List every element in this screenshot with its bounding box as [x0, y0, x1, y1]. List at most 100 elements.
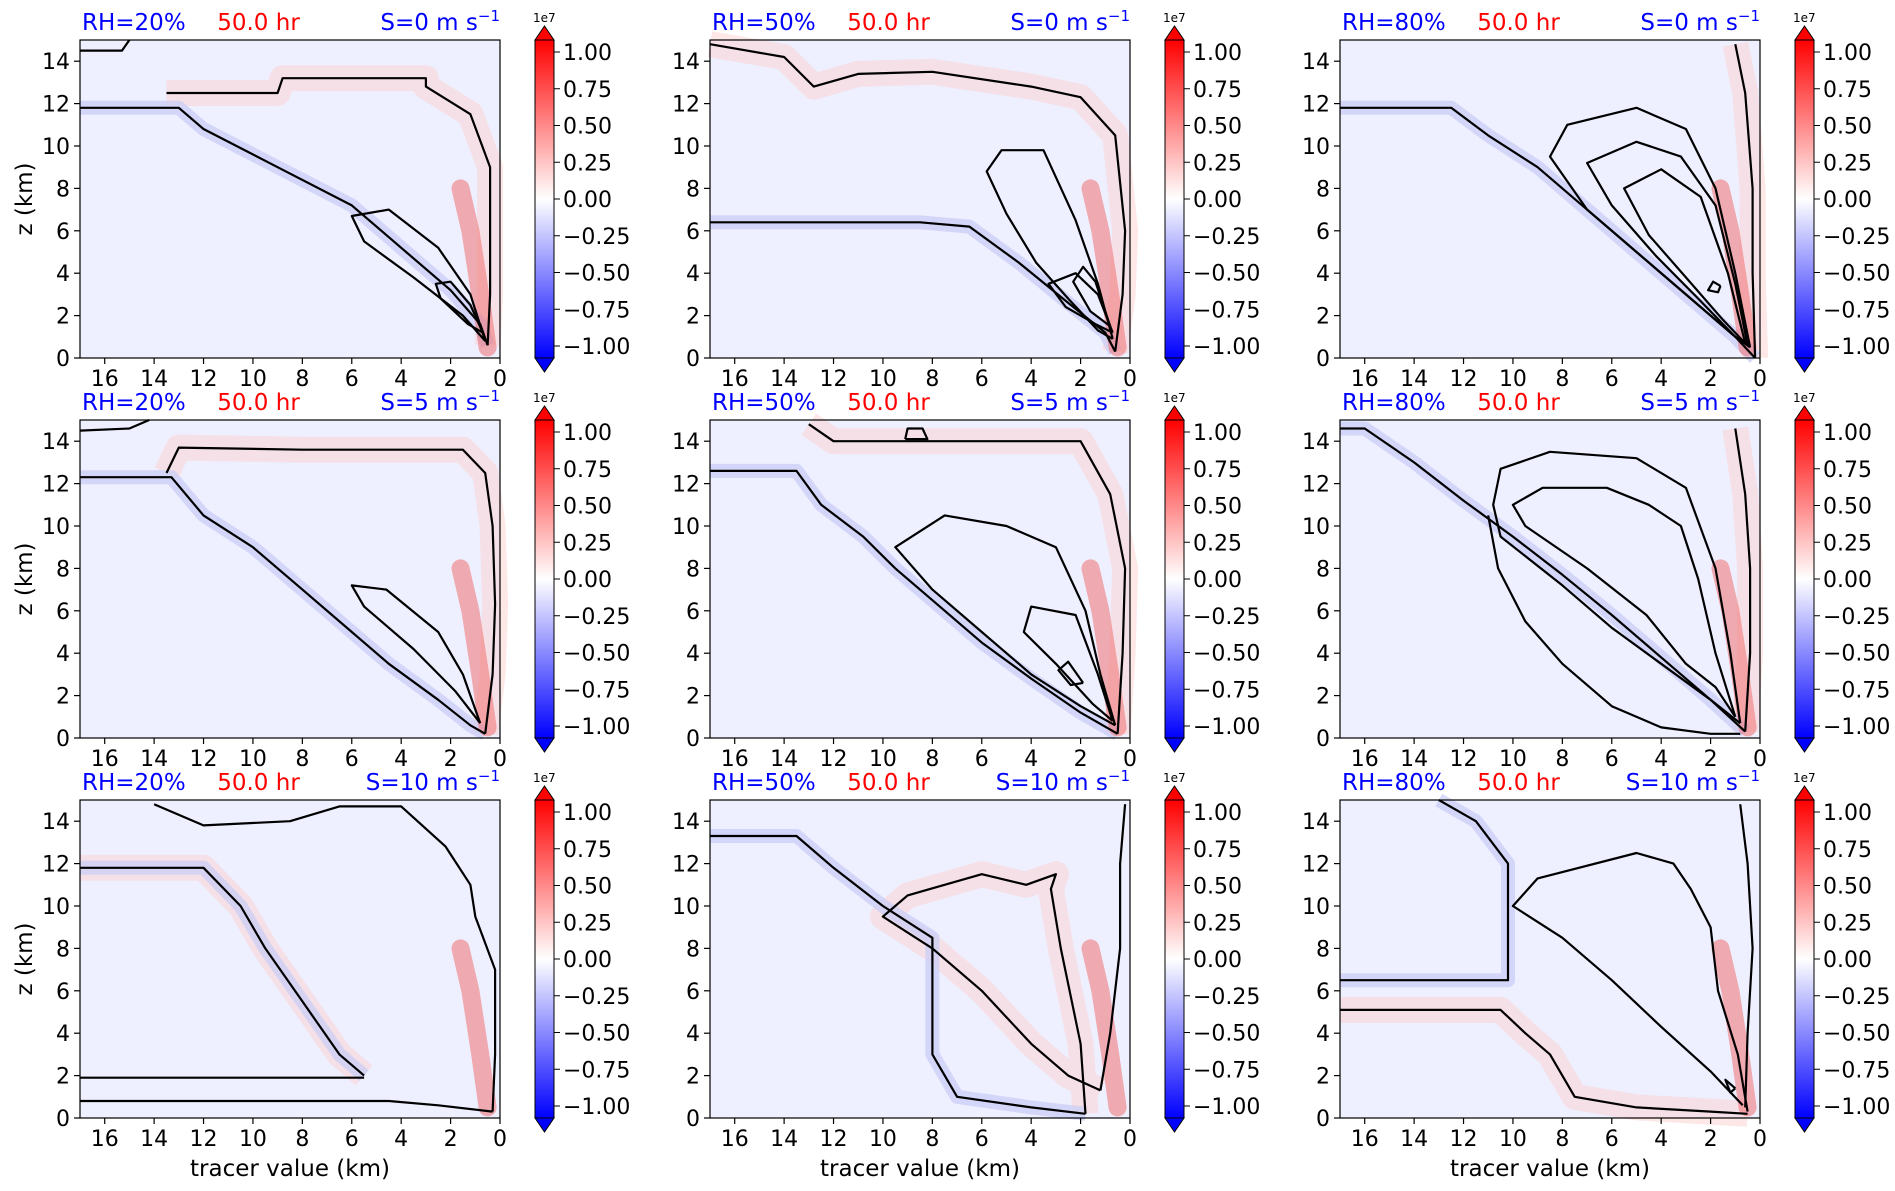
colorbar-tick-label: −0.25: [1823, 985, 1890, 1010]
contour-line-4: [79, 418, 150, 432]
colorbar-gradient: [1164, 39, 1185, 359]
contour-line-3: [80, 1099, 493, 1113]
y-axis-label: z (km): [12, 542, 38, 615]
y-tick-label: 8: [686, 557, 700, 582]
x-tick-label: 0: [1753, 1127, 1767, 1152]
x-tick-label: 0: [493, 367, 507, 392]
x-tick-label: 16: [721, 1127, 749, 1152]
y-tick-label: 8: [686, 177, 700, 202]
x-tick-label: 4: [1654, 367, 1668, 392]
y-tick-label: 8: [56, 557, 70, 582]
colorbar-tick-label: 0.25: [563, 531, 612, 556]
x-tick-label: 2: [444, 1127, 458, 1152]
contour-line-2: [165, 446, 497, 734]
contour-line-2: [881, 873, 1101, 1114]
colorbar-multiplier: 1e7: [1163, 771, 1186, 785]
title-time: 50.0 hr: [217, 10, 300, 36]
x-tick-label: 6: [345, 747, 359, 772]
x-tick-label: 0: [1753, 367, 1767, 392]
colorbar-tick-label: 0.25: [1823, 151, 1872, 176]
x-tick-label: 10: [239, 1127, 267, 1152]
colorbar-tick-label: 0.25: [1823, 911, 1872, 936]
title-shear-exponent: −1: [1738, 387, 1760, 405]
colorbar-extend-max: [534, 405, 555, 421]
colorbar-tick-label: −0.50: [1193, 1022, 1260, 1047]
colorbar-tick-label: −0.75: [563, 1058, 630, 1083]
y-tick-label: 4: [686, 1022, 700, 1047]
contour-line-6: [1707, 280, 1722, 294]
y-tick-label: 14: [42, 430, 70, 455]
colorbar-tick-label: 0.75: [1193, 458, 1242, 483]
x-tick-label: 14: [1400, 367, 1428, 392]
colorbar-tick-label: 1.00: [563, 801, 612, 826]
y-tick-label: 6: [686, 980, 700, 1005]
y-tick-label: 0: [56, 1107, 70, 1132]
y-tick-label: 2: [56, 1065, 70, 1090]
y-tick-label: 10: [1302, 895, 1330, 920]
y-tick-label: 0: [686, 347, 700, 372]
title-time: 50.0 hr: [847, 770, 930, 796]
x-tick-label: 14: [140, 747, 168, 772]
colorbar-tick-label: −1.00: [1823, 335, 1890, 360]
x-tick-label: 16: [91, 747, 119, 772]
y-tick-label: 10: [672, 895, 700, 920]
title-shear: S=10 m s−1: [996, 767, 1130, 796]
colorbar-tick-label: 0.50: [563, 115, 612, 140]
title-shear: S=5 m s−1: [1640, 387, 1760, 416]
y-tick-label: 4: [1316, 1022, 1330, 1047]
colorbar-extend-min: [534, 1117, 555, 1133]
contour-line-4: [153, 803, 497, 1112]
y-tick-label: 12: [42, 853, 70, 878]
y-tick-label: 0: [1316, 347, 1330, 372]
colorbar-extend-min: [1794, 1117, 1815, 1133]
colorbar-tick-label: 1.00: [1823, 421, 1872, 446]
colorbar-tick-label: −1.00: [1193, 715, 1260, 740]
y-tick-label: 14: [672, 50, 700, 75]
contour-line-4: [434, 280, 484, 334]
axes-frame: [1339, 799, 1761, 1119]
y-tick-label: 12: [1302, 93, 1330, 118]
x-tick-label: 6: [1605, 747, 1619, 772]
x-tick-label: 4: [394, 747, 408, 772]
colorbar-gradient: [1794, 39, 1815, 359]
y-tick-label: 14: [42, 50, 70, 75]
colorbar-tick-label: 0.50: [1193, 495, 1242, 520]
x-tick-label: 16: [91, 367, 119, 392]
y-tick-label: 12: [672, 473, 700, 498]
y-tick-label: 0: [56, 347, 70, 372]
colorbar-multiplier: 1e7: [1163, 391, 1186, 405]
colorbar-tick-label: 0.00: [1823, 948, 1872, 973]
contour-line-3: [1511, 851, 1749, 1112]
colorbar-tick-label: −1.00: [563, 715, 630, 740]
y-tick-label: 2: [56, 305, 70, 330]
x-tick-label: 14: [770, 367, 798, 392]
colorbar-tick-label: −1.00: [1193, 1095, 1260, 1120]
title-time: 50.0 hr: [847, 10, 930, 36]
panel-6: 16 14 12 10 8 6 4 2 0 0 2 4 6 8 10 12 14 RH=80% 50.0 hr S=5…: [1302, 387, 1890, 772]
panel-2: 16 14 12 10 8 6 4 2 0 0 2 4 6 8 10 12 14 RH=50% 50.0 hr S=0…: [672, 7, 1260, 392]
y-tick-label: 8: [56, 937, 70, 962]
x-tick-label: 2: [1704, 1127, 1718, 1152]
colorbar-tick-label: −0.25: [1193, 985, 1260, 1010]
x-tick-label: 10: [869, 1127, 897, 1152]
x-tick-label: 2: [444, 747, 458, 772]
y-tick-label: 0: [686, 727, 700, 752]
x-tick-label: 14: [1400, 747, 1428, 772]
colorbar-tick-label: 1.00: [1193, 41, 1242, 66]
x-tick-label: 14: [770, 747, 798, 772]
title-shear-exponent: −1: [1738, 767, 1760, 785]
title-shear-exponent: −1: [478, 767, 500, 785]
colorbar-tick-label: 0.25: [563, 911, 612, 936]
colorbar-tick-label: 0.50: [563, 495, 612, 520]
contour-line-3: [1548, 106, 1752, 349]
x-tick-label: 0: [1753, 747, 1767, 772]
y-tick-label: 4: [686, 262, 700, 287]
colorbar: 1e7 1.00 0.75 0.50 0.25 0.00 −0.25 −0.50 −0.75 −1…: [1163, 391, 1260, 753]
colorbar-tick-label: 1.00: [1193, 421, 1242, 446]
contour-line-3: [894, 514, 1117, 727]
x-tick-label: 4: [394, 367, 408, 392]
y-tick-label: 4: [686, 642, 700, 667]
title-rh: RH=80%: [1342, 390, 1446, 416]
colorbar-tick-label: 0.00: [1823, 568, 1872, 593]
y-tick-label: 2: [1316, 1065, 1330, 1090]
